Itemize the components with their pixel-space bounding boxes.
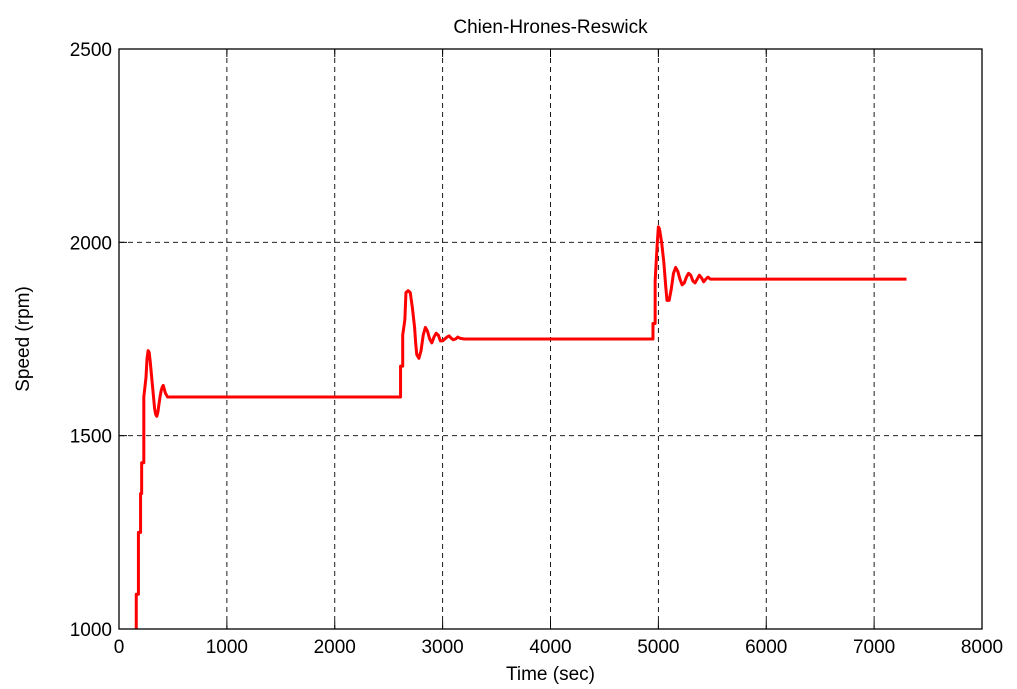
x-tick-label: 1000 xyxy=(206,637,248,658)
x-axis-title: Time (sec) xyxy=(506,664,595,685)
y-tick-label: 1500 xyxy=(70,427,112,448)
series-layer xyxy=(134,225,907,629)
chart-title: Chien-Hrones-Reswick xyxy=(453,17,648,38)
x-tick-label: 4000 xyxy=(529,637,571,658)
axis-ticks: 0 1000 2000 3000 4000 5000 6000 7000 80001000150… xyxy=(70,40,1003,658)
y-axis-title: Speed (rpm) xyxy=(13,286,34,392)
y-tick-label: 1000 xyxy=(70,620,112,641)
x-tick-label: 8000 xyxy=(961,637,1003,658)
series-line xyxy=(134,225,907,629)
x-tick-label: 6000 xyxy=(745,637,787,658)
y-tick-label: 2000 xyxy=(70,233,112,254)
x-tick-label: 2000 xyxy=(314,637,356,658)
x-tick-label: 0 xyxy=(114,637,125,658)
x-tick-label: 5000 xyxy=(637,637,679,658)
x-tick-label: 7000 xyxy=(853,637,895,658)
x-tick-label: 3000 xyxy=(421,637,463,658)
y-tick-label: 2500 xyxy=(70,40,112,61)
